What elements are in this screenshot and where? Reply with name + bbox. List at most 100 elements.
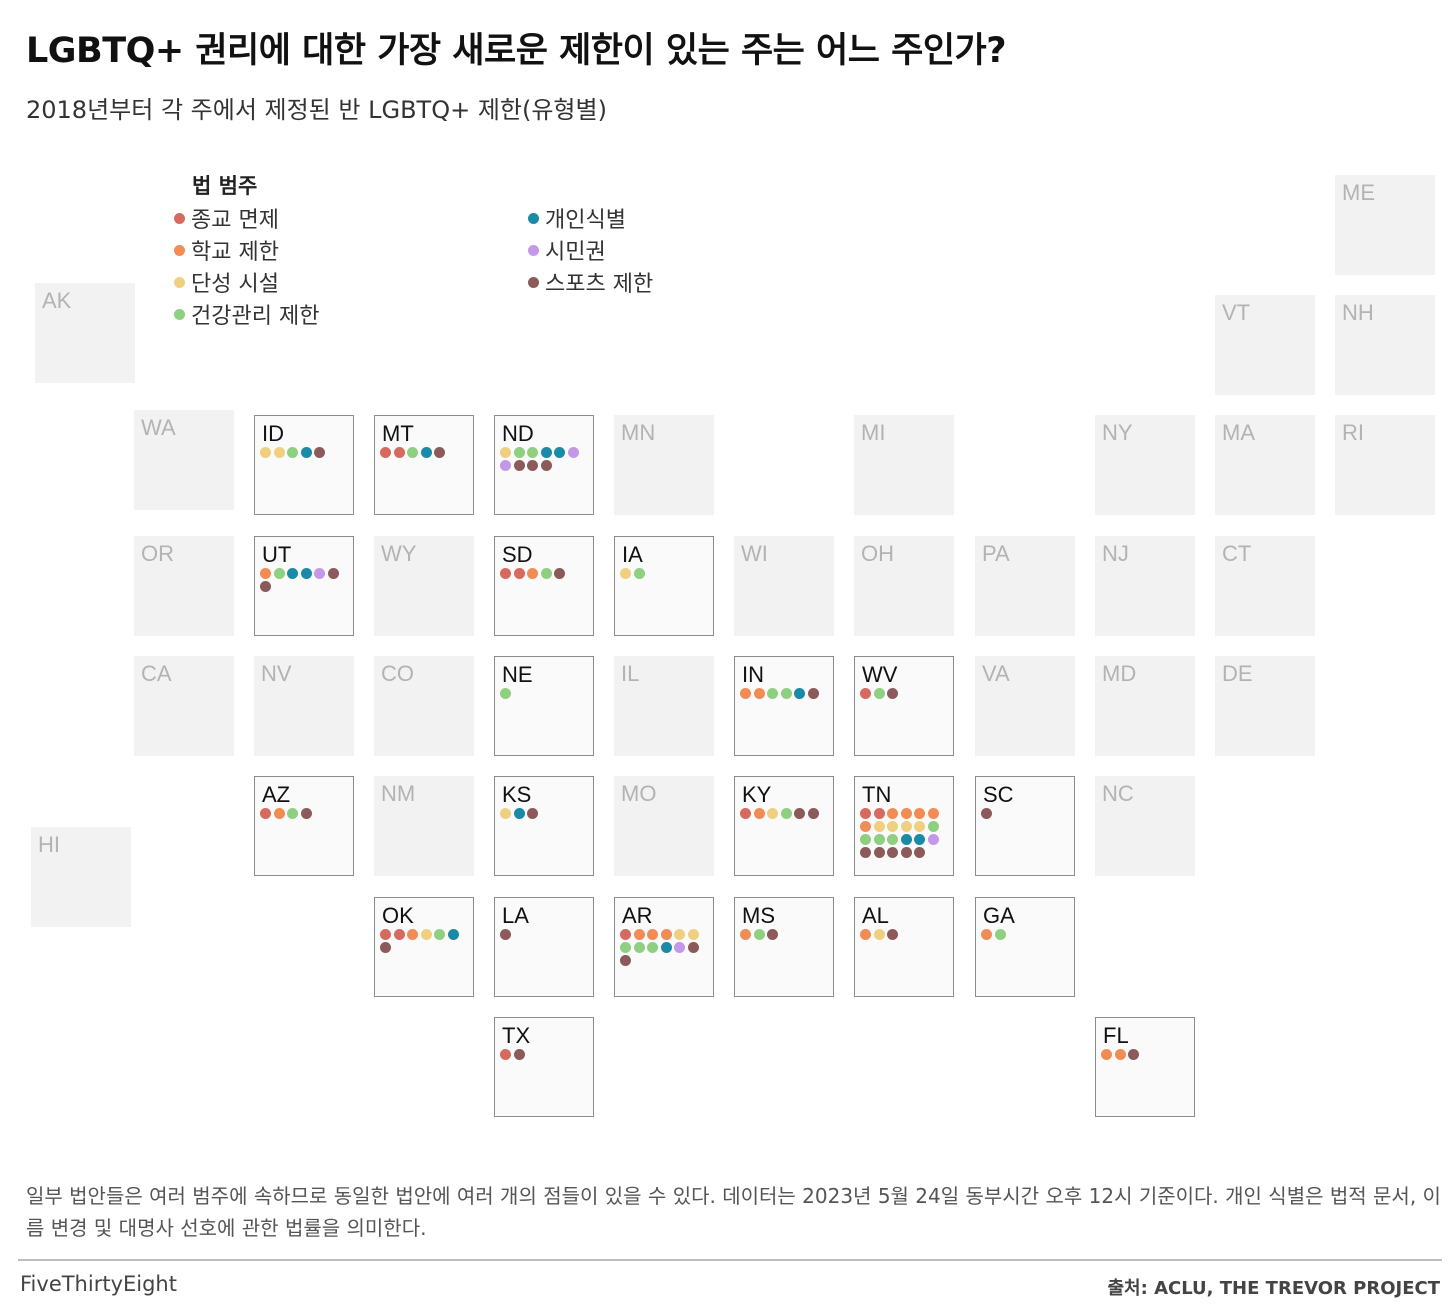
restriction-dot-healthcare — [647, 942, 658, 953]
state-tile-sc: SC — [975, 776, 1075, 876]
state-abbr: WV — [862, 662, 898, 687]
state-tile-ky: KY — [734, 776, 834, 876]
state-abbr: WI — [741, 541, 768, 566]
footer-divider — [18, 1259, 1442, 1261]
state-abbr: ND — [502, 421, 534, 446]
restriction-dot-healthcare — [780, 808, 792, 819]
state-tile-ia: IA — [614, 536, 714, 636]
restriction-dot-religious — [873, 808, 885, 819]
state-tile-id: ID — [254, 415, 354, 515]
restriction-dots — [620, 929, 712, 966]
state-tile-wy: WY — [374, 536, 474, 636]
restriction-dot-civil — [500, 460, 511, 471]
state-tile-pa: PA — [975, 536, 1075, 636]
legend-title: 법 범주 — [192, 174, 258, 198]
state-tile-ok: OK — [374, 897, 474, 997]
restriction-dot-id — [420, 447, 432, 458]
restriction-dots — [620, 568, 712, 579]
state-abbr: NM — [381, 781, 416, 806]
restriction-dot-healthcare — [527, 447, 538, 458]
restriction-dot-id — [447, 929, 459, 940]
state-abbr: TX — [502, 1023, 531, 1048]
restriction-dot-sports — [687, 942, 699, 953]
restriction-dot-sports — [807, 808, 819, 819]
state-tile-ks: KS — [494, 776, 594, 876]
restriction-dot-healthcare — [753, 929, 765, 940]
restriction-dot-facilities — [767, 808, 778, 819]
state-tile-nd: ND — [494, 415, 594, 515]
state-abbr: NE — [502, 662, 533, 687]
restriction-dot-school — [900, 808, 912, 819]
restriction-dot-healthcare — [633, 568, 645, 579]
restriction-dot-civil — [567, 447, 579, 458]
state-tile-ga: GA — [975, 897, 1075, 997]
restriction-dot-facilities — [873, 821, 885, 832]
state-abbr: HI — [38, 832, 60, 857]
state-abbr: MI — [861, 420, 886, 445]
restriction-dot-sports — [513, 460, 525, 471]
state-abbr: NY — [1102, 420, 1133, 445]
chart-subtitle: 2018년부터 각 주에서 제정된 반 LGBTQ+ 제한(유형별) — [26, 96, 607, 124]
restriction-dot-healthcare — [633, 942, 645, 953]
restriction-dot-school — [860, 929, 871, 940]
state-tile-hi: HI — [31, 827, 131, 927]
restriction-dot-religious — [260, 808, 271, 819]
state-tile-oh: OH — [854, 536, 954, 636]
restriction-dots — [860, 808, 952, 858]
restriction-dots — [860, 688, 952, 699]
state-tile-wv: WV — [854, 656, 954, 756]
restriction-dot-id — [914, 834, 925, 845]
restriction-dot-school — [860, 821, 871, 832]
restriction-dot-sports — [900, 847, 912, 858]
restriction-dot-school — [887, 808, 898, 819]
restriction-dot-sports — [260, 581, 271, 592]
legend-dot-healthcare — [174, 309, 185, 320]
state-tile-de: DE — [1215, 656, 1315, 756]
restriction-dot-id — [300, 447, 312, 458]
state-abbr: KS — [502, 782, 532, 807]
restriction-dot-school — [647, 929, 658, 940]
state-tile-ny: NY — [1095, 415, 1195, 515]
restriction-dot-religious — [393, 447, 405, 458]
state-abbr: OK — [382, 903, 414, 928]
restriction-dot-id — [287, 568, 298, 579]
restriction-dot-sports — [887, 929, 898, 940]
legend-item-civil: 시민권 — [528, 234, 606, 266]
state-tile-sd: SD — [494, 536, 594, 636]
state-abbr: WY — [381, 541, 417, 566]
restriction-dot-healthcare — [887, 834, 898, 845]
restriction-dot-sports — [434, 447, 445, 458]
restriction-dot-facilities — [687, 929, 699, 940]
restriction-dot-sports — [887, 688, 898, 699]
source-credit: 출처: ACLU, THE TREVOR PROJECT — [1107, 1278, 1441, 1299]
state-tile-nh: NH — [1335, 295, 1435, 395]
restriction-dots — [860, 929, 952, 940]
restriction-dot-sports — [327, 568, 339, 579]
restriction-dot-facilities — [887, 821, 898, 832]
restriction-dot-school — [914, 808, 925, 819]
restriction-dot-healthcare — [500, 688, 511, 699]
state-abbr: TN — [862, 782, 892, 807]
restriction-dot-facilities — [674, 929, 685, 940]
state-abbr: CA — [141, 661, 172, 686]
state-tile-tn: TN — [854, 776, 954, 876]
legend-label: 단성 시설 — [191, 272, 279, 297]
state-abbr: AL — [862, 903, 889, 928]
state-tile-me: ME — [1335, 175, 1435, 275]
state-abbr: SC — [983, 782, 1014, 807]
state-abbr: VA — [982, 661, 1010, 686]
restriction-dot-healthcare — [287, 808, 298, 819]
state-tile-az: AZ — [254, 776, 354, 876]
state-tile-fl: FL — [1095, 1017, 1195, 1117]
restriction-dot-sports — [794, 808, 805, 819]
legend-label: 종교 면제 — [191, 208, 279, 233]
restriction-dot-sports — [620, 955, 631, 966]
restriction-dot-healthcare — [873, 688, 885, 699]
state-abbr: AZ — [262, 782, 291, 807]
restriction-dot-facilities — [500, 447, 511, 458]
restriction-dot-sports — [767, 929, 778, 940]
state-tile-ct: CT — [1215, 536, 1315, 636]
restriction-dot-healthcare — [780, 688, 792, 699]
legend-label: 스포츠 제한 — [545, 272, 654, 297]
state-tile-ma: MA — [1215, 415, 1315, 515]
